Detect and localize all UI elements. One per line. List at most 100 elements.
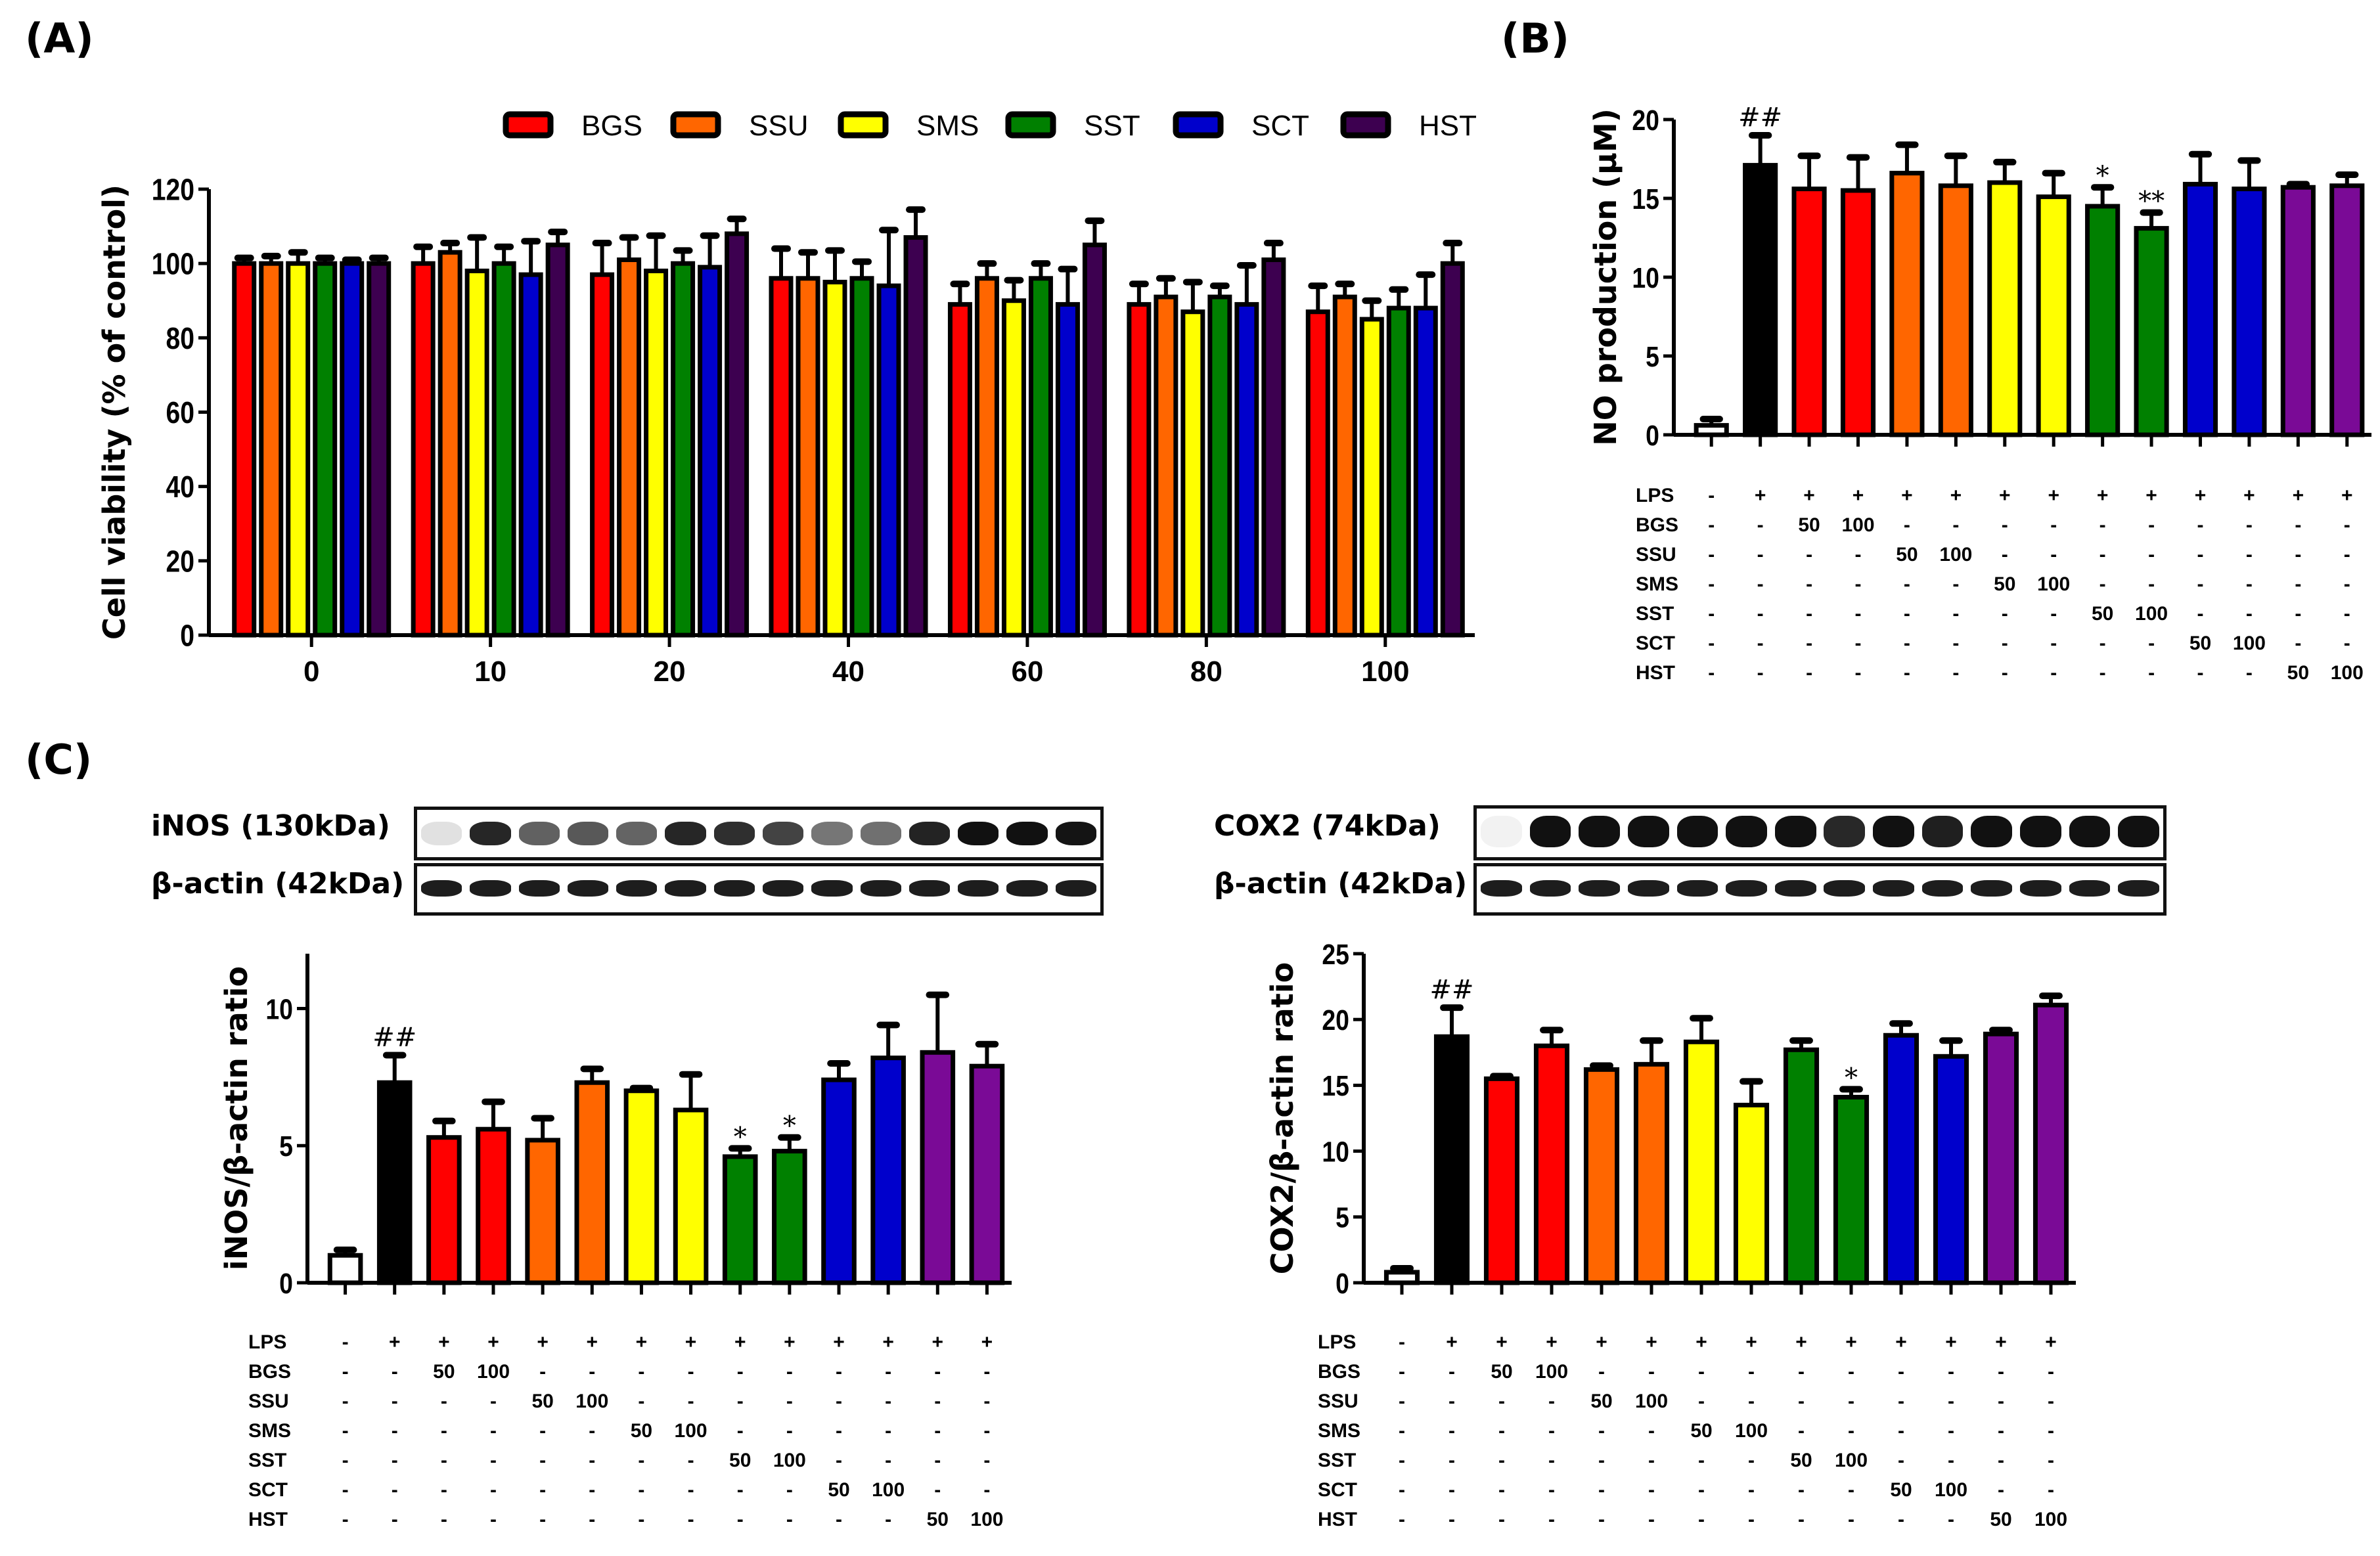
treatment-cell: - <box>2002 544 2008 566</box>
blot-band <box>1726 880 1767 897</box>
bar-bgs-50 <box>426 1135 462 1285</box>
treatment-row-label-lps: LPS <box>248 1331 286 1353</box>
treatment-cell: - <box>638 1450 644 1471</box>
blot-band <box>1774 880 1816 897</box>
treatment-cell: - <box>1806 603 1812 625</box>
bar-bgs-20 <box>590 272 615 638</box>
treatment-cell: - <box>638 1361 644 1383</box>
treatment-cell: - <box>2048 1420 2054 1442</box>
treatment-cell: + <box>1999 485 2011 506</box>
bar-bgs-80 <box>1127 301 1152 638</box>
treatment-cell: 50 <box>1890 1479 1912 1501</box>
treatment-cell: - <box>490 1390 497 1412</box>
bar-lps <box>1433 1034 1470 1285</box>
treatment-cell: - <box>786 1390 793 1412</box>
x-tick-label: 10 <box>474 656 506 688</box>
treatment-cell: - <box>688 1361 694 1383</box>
treatment-cell: - <box>342 1450 349 1471</box>
treatment-cell: - <box>539 1479 546 1501</box>
treatment-cell: - <box>392 1509 398 1530</box>
treatment-cell: - <box>1548 1390 1555 1412</box>
x-tick-label: 100 <box>1361 656 1409 688</box>
blot-band <box>1971 880 2013 897</box>
treatment-cell: - <box>1798 1390 1805 1412</box>
actin-blot-image-left <box>414 863 1104 916</box>
bar-sst-50 <box>1783 1047 1820 1285</box>
treatment-cell: + <box>2097 485 2109 506</box>
treatment-cell: - <box>1648 1509 1655 1530</box>
bar-sst-100 <box>772 1149 807 1285</box>
bar-hst-20 <box>725 231 750 638</box>
treatment-cell: - <box>539 1420 546 1442</box>
bar-ssu-20 <box>617 257 642 638</box>
treatment-cell: - <box>1757 544 1764 566</box>
treatment-cell: - <box>2295 603 2301 625</box>
bar-hst-60 <box>1082 242 1107 638</box>
x-tick-label: 0 <box>303 656 319 688</box>
treatment-cell: - <box>1952 573 1959 595</box>
blot-band <box>665 822 706 845</box>
treatment-cell: - <box>885 1390 891 1412</box>
treatment-cell: 100 <box>675 1420 707 1442</box>
treatment-cell: - <box>1855 544 1862 566</box>
treatment-cell: - <box>1952 603 1959 625</box>
y-tick-label: 100 <box>152 248 194 282</box>
treatment-cell: - <box>539 1509 546 1530</box>
treatment-cell: 50 <box>2092 603 2113 625</box>
treatment-cell: + <box>1950 485 1962 506</box>
treatment-cell: - <box>1904 662 1910 684</box>
blot-band <box>1480 880 1522 897</box>
treatment-cell: 100 <box>575 1390 608 1412</box>
bar-sms-40 <box>822 279 847 638</box>
y-tick-label: 10 <box>265 992 293 1025</box>
treatment-cell: - <box>1399 1450 1405 1471</box>
bar-hst-0 <box>367 261 392 638</box>
treatment-cell: + <box>2293 485 2304 506</box>
treatment-cell: - <box>688 1450 694 1471</box>
treatment-cell: - <box>2197 603 2204 625</box>
y-tick-label: 10 <box>1632 261 1659 294</box>
blot-band <box>1971 816 2013 848</box>
treatment-cell: - <box>1855 573 1862 595</box>
bar-hst-50 <box>1983 1031 2019 1285</box>
treatment-cell: + <box>1546 1331 1558 1353</box>
treatment-cell: - <box>2344 633 2350 654</box>
treatment-cell: - <box>2295 573 2301 595</box>
treatment-cell: - <box>539 1361 546 1383</box>
treatment-cell: + <box>2341 485 2353 506</box>
bar-lps <box>376 1080 413 1285</box>
treatment-cell: - <box>342 1420 349 1442</box>
treatment-cell: - <box>1848 1361 1854 1383</box>
treatment-cell: + <box>2243 485 2255 506</box>
treatment-cell: - <box>1498 1450 1505 1471</box>
blot-band <box>616 880 658 897</box>
treatment-cell: - <box>1904 573 1910 595</box>
treatment-cell: - <box>885 1450 891 1471</box>
treatment-cell: + <box>932 1331 944 1353</box>
treatment-row-label-sms: SMS <box>1318 1420 1360 1442</box>
blot-band <box>2069 816 2111 848</box>
treatment-cell: - <box>2099 544 2106 566</box>
treatment-row-label-sst: SST <box>248 1450 286 1471</box>
treatment-cell: 100 <box>1635 1390 1668 1412</box>
treatment-cell: - <box>1998 1450 2004 1471</box>
bar-sms-100 <box>673 1107 709 1285</box>
treatment-cell: - <box>1806 544 1812 566</box>
treatment-cell: - <box>2002 633 2008 654</box>
treatment-cell: - <box>1548 1450 1555 1471</box>
treatment-cell: - <box>2099 662 2106 684</box>
y-tick-label: 0 <box>1646 419 1659 452</box>
treatment-cell: - <box>1952 514 1959 536</box>
treatment-cell: 50 <box>729 1450 751 1471</box>
treatment-cell: - <box>1448 1509 1455 1530</box>
treatment-cell: - <box>1904 514 1910 536</box>
bar-ssu-50 <box>1889 171 1925 437</box>
bar-sst-80 <box>1207 294 1232 638</box>
blot-band <box>1006 880 1048 897</box>
treatment-cell: 50 <box>1790 1450 1812 1471</box>
treatment-row-label-hst: HST <box>1318 1509 1357 1530</box>
treatment-cell: - <box>1948 1361 1954 1383</box>
treatment-cell: - <box>342 1479 349 1501</box>
treatment-cell: - <box>490 1450 497 1471</box>
blot-band <box>518 822 560 845</box>
